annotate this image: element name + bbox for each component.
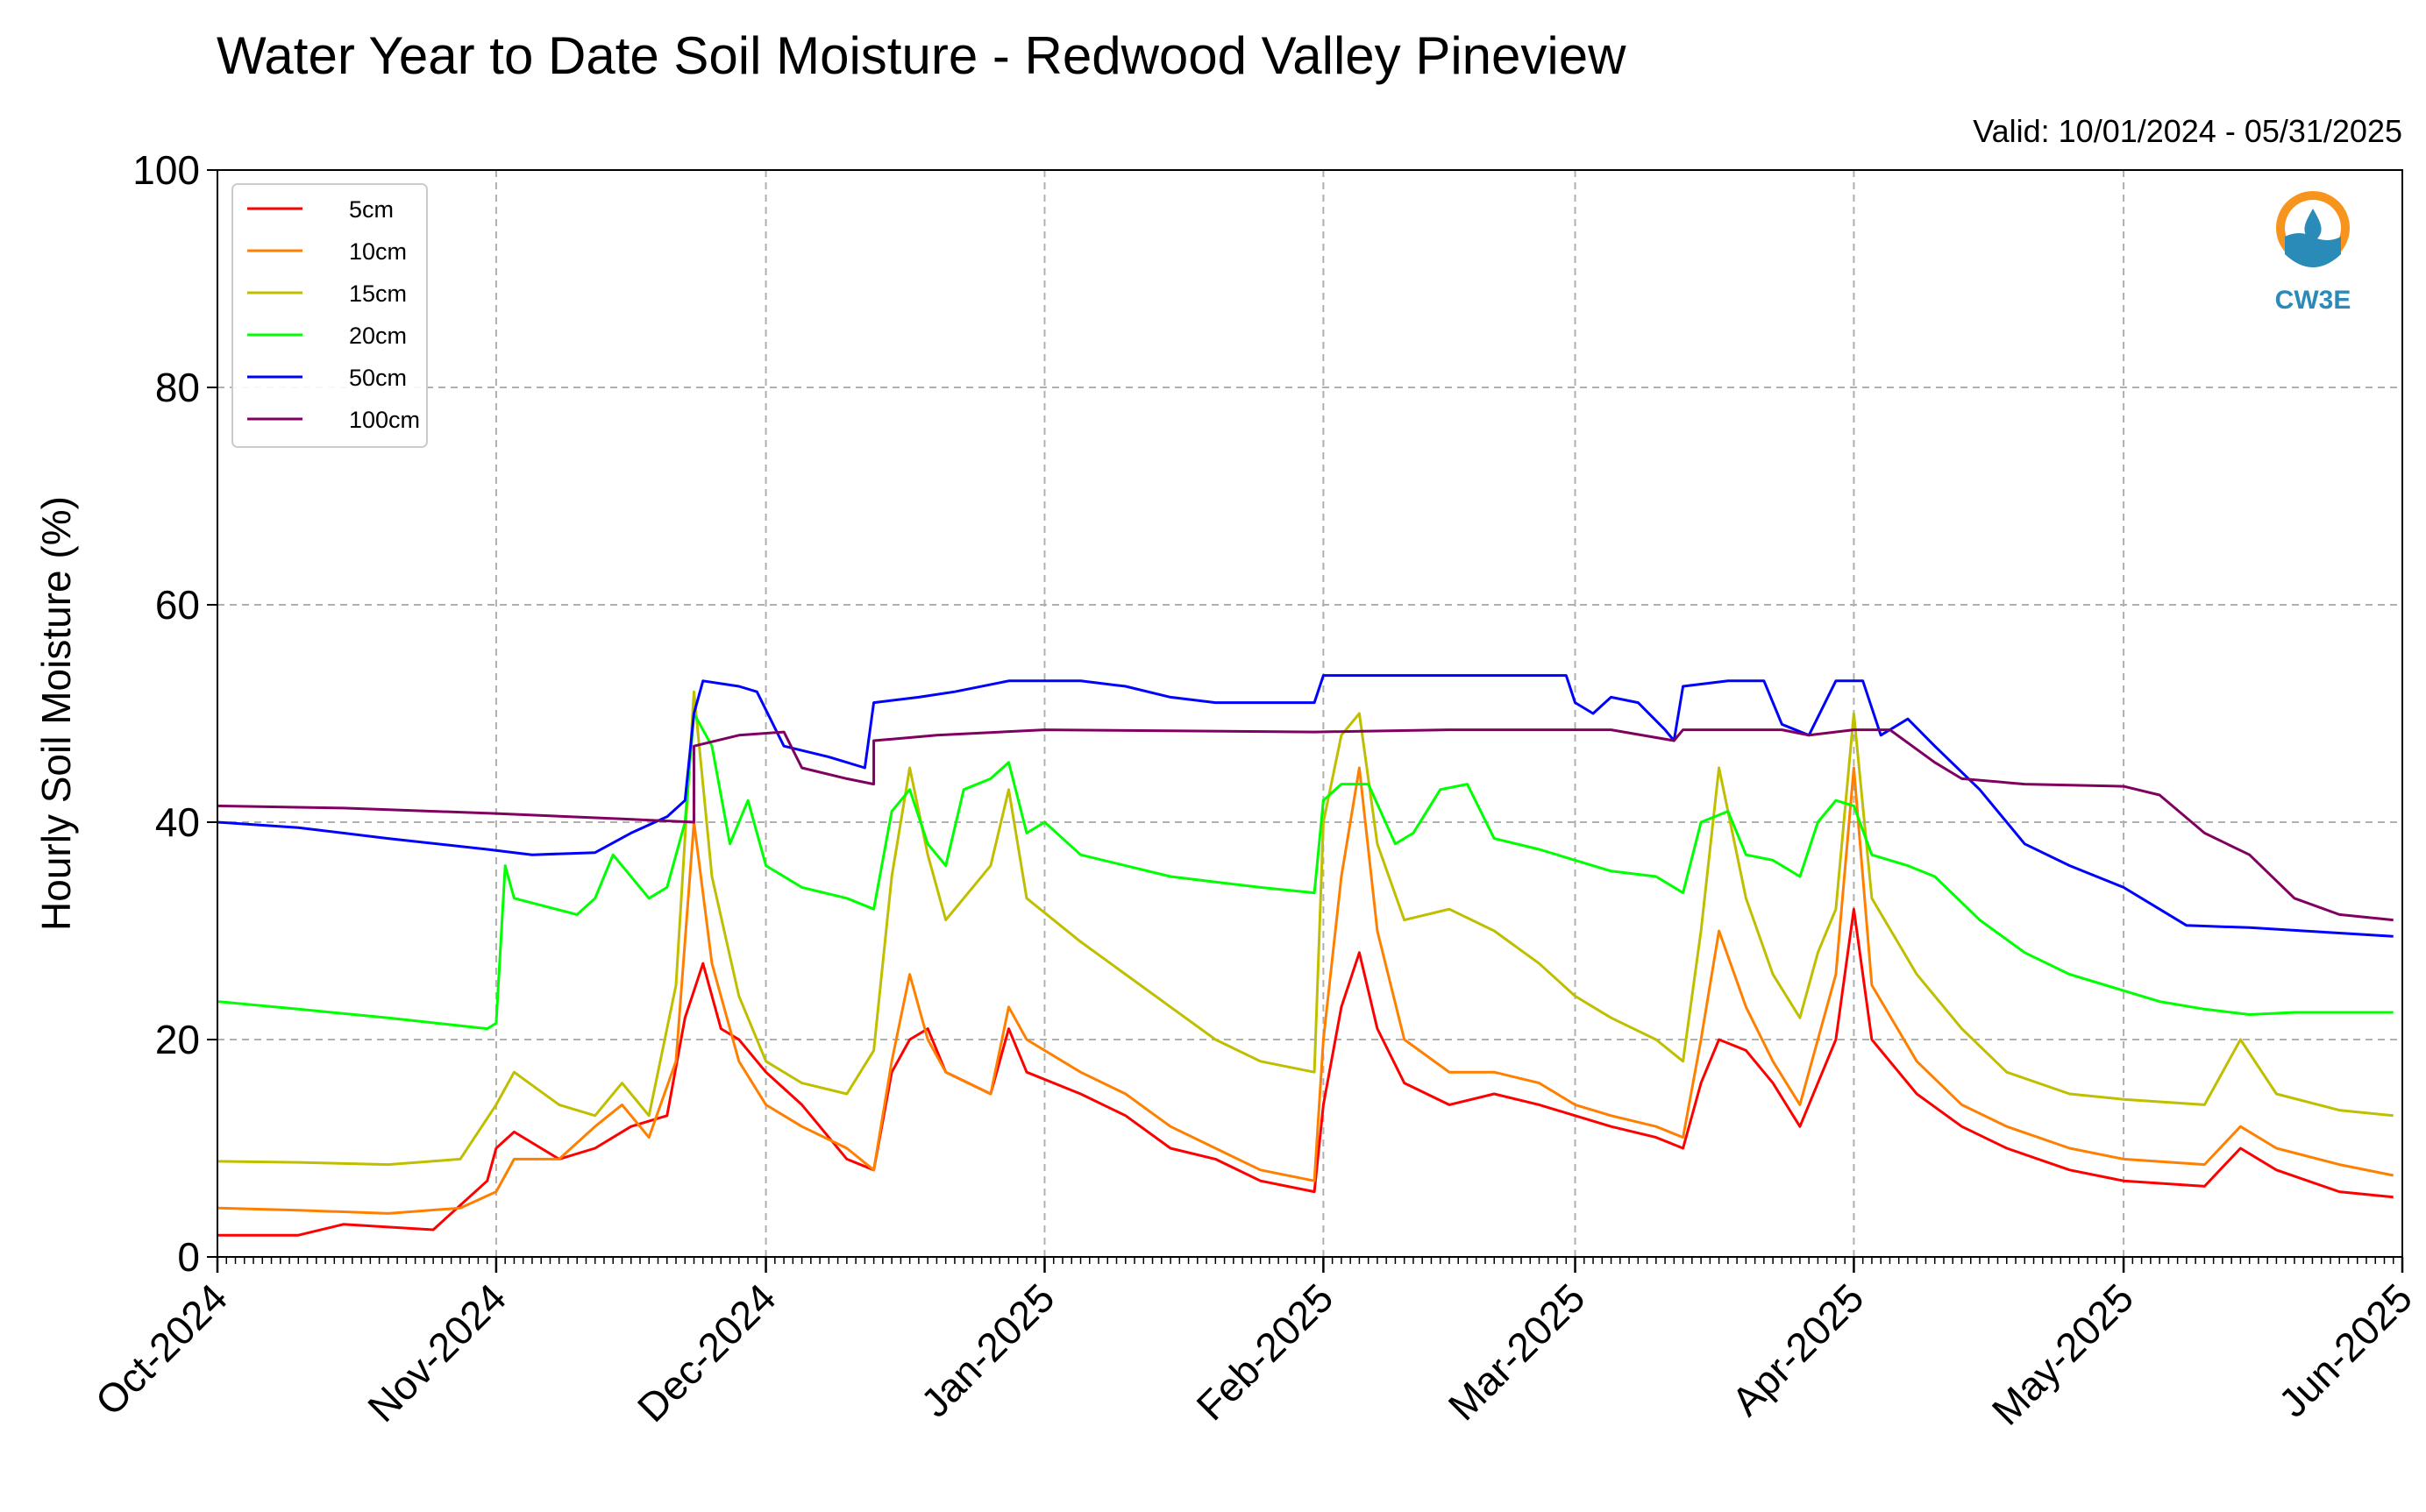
x-tick-label: Feb-2025 xyxy=(1187,1274,1341,1429)
chart-subtitle: Valid: 10/01/2024 - 05/31/2025 xyxy=(1973,113,2402,149)
x-tick-label: Mar-2025 xyxy=(1440,1274,1594,1429)
x-tick-label: Apr-2025 xyxy=(1723,1274,1873,1424)
x-tick-label: Jun-2025 xyxy=(2270,1274,2421,1425)
y-axis: 0 20 40 60 80 100 xyxy=(132,147,217,1280)
x-axis: Oct-2024 Nov-2024 Dec-2024 Jan-2025 Feb-2025… xyxy=(87,1257,2421,1434)
x-tick-label: Nov-2024 xyxy=(359,1274,515,1430)
legend-label: 10cm xyxy=(349,238,407,265)
logo-drop-icon xyxy=(2304,209,2322,240)
logo-text: CW3E xyxy=(2275,286,2351,315)
y-tick-label: 80 xyxy=(155,365,200,410)
y-tick-label: 60 xyxy=(155,582,200,628)
y-axis-label: Hourly Soil Moisture (%) xyxy=(33,496,79,931)
y-tick-label: 20 xyxy=(155,1017,200,1062)
gridlines xyxy=(217,169,2402,1258)
y-tick-label: 0 xyxy=(177,1234,200,1280)
logo-wave-icon xyxy=(2285,233,2341,267)
x-tick-label: Oct-2024 xyxy=(87,1274,237,1424)
series-lines xyxy=(217,674,2394,1237)
legend-label: 20cm xyxy=(349,323,407,349)
x-tick-label: Dec-2024 xyxy=(629,1274,785,1430)
series-line-10cm xyxy=(217,766,2394,1215)
cw3e-logo: CW3E xyxy=(2275,191,2351,315)
series-line-15cm xyxy=(217,690,2394,1167)
series-line-50cm xyxy=(217,674,2394,938)
legend-label: 15cm xyxy=(349,280,407,307)
legend-label: 5cm xyxy=(349,196,394,223)
x-tick-label: May-2025 xyxy=(1983,1274,2142,1433)
legend: 5cm 10cm 15cm 20cm 50cm 100cm xyxy=(231,183,428,448)
series-line-20cm xyxy=(217,712,2394,1031)
plot-frame xyxy=(217,169,2403,1258)
chart-title: Water Year to Date Soil Moisture - Redwo… xyxy=(217,26,1626,85)
y-tick-label: 100 xyxy=(132,147,200,193)
x-tick-label: Jan-2025 xyxy=(912,1274,1063,1425)
series-line-100cm xyxy=(217,728,2394,922)
legend-label: 50cm xyxy=(349,365,407,391)
series-line-5cm xyxy=(217,907,2394,1237)
legend-label: 100cm xyxy=(349,407,420,433)
y-tick-label: 40 xyxy=(155,799,200,845)
